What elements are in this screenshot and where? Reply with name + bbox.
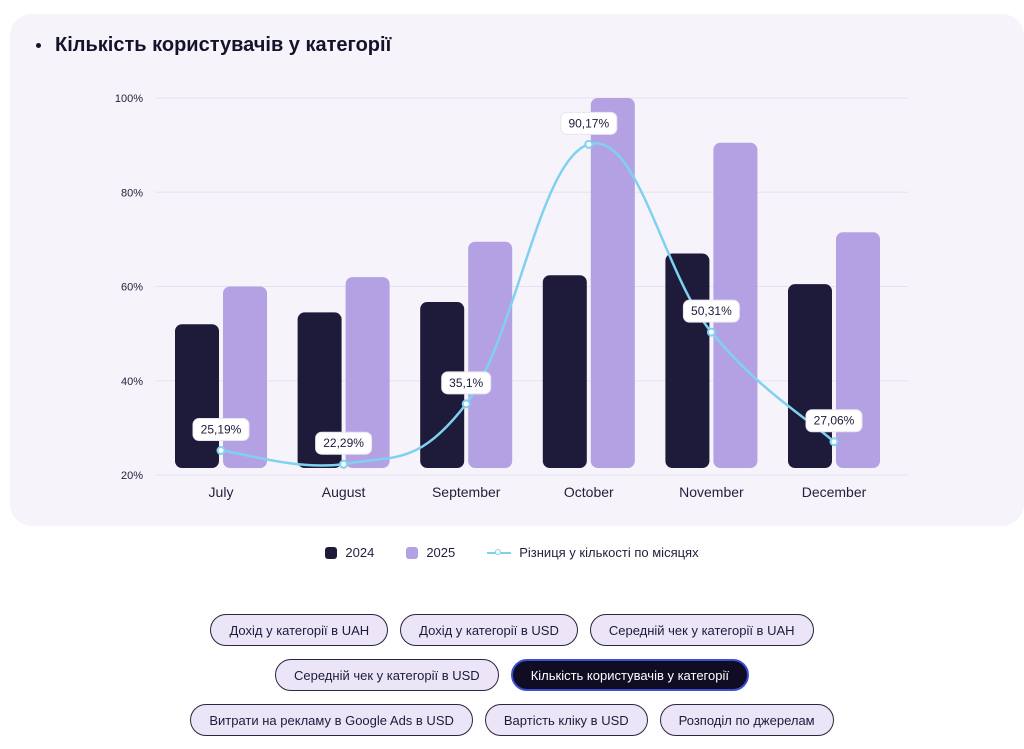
line-point: [584, 139, 594, 149]
legend-line-icon: [487, 547, 512, 559]
chart-title-text: Кількість користувачів у категорії: [55, 34, 392, 56]
legend-swatch-2024: [325, 546, 338, 559]
data-label: 90,17%: [568, 116, 609, 130]
tab-row-3: Витрати на рекламу в Google Ads в USD Ва…: [0, 704, 1024, 736]
y-tick-label: 20%: [121, 470, 143, 482]
chart-legend: 2024 2025 Різниця у кількості по місяцях: [0, 545, 1024, 560]
legend-item-2025[interactable]: 2025: [406, 545, 455, 560]
data-label: 22,29%: [323, 436, 364, 450]
data-label-box: [805, 409, 863, 433]
legend-label-2025: 2025: [426, 545, 456, 560]
x-tick-label: August: [322, 484, 366, 500]
y-tick-label: 60%: [121, 282, 143, 294]
tab-revenue-usd[interactable]: Дохід у категорії в USD: [400, 614, 578, 646]
legend-label-difference: Різниця у кількості по місяцях: [519, 545, 699, 560]
x-tick-label: December: [802, 484, 867, 500]
bar-2025-october: [590, 98, 635, 468]
data-label: 27,06%: [814, 414, 855, 428]
line-point: [216, 446, 226, 456]
x-tick-label: November: [679, 484, 744, 500]
data-label: 35,1%: [449, 376, 483, 390]
line-point: [339, 459, 349, 469]
legend-swatch-2025: [406, 546, 419, 559]
bullet-icon: [36, 43, 41, 48]
metric-tabs: Дохід у категорії в UAH Дохід у категорі…: [0, 614, 1024, 749]
data-label-box: [682, 299, 740, 323]
y-tick-label: 40%: [121, 376, 143, 388]
bar-2024-october: [542, 275, 587, 468]
bar-2024-november: [665, 253, 710, 468]
tab-source-distribution[interactable]: Розподіл по джерелам: [659, 704, 834, 736]
legend-item-2024[interactable]: 2024: [325, 545, 374, 560]
tab-cost-per-click[interactable]: Вартість кліку в USD: [484, 704, 648, 736]
bar-2025-september: [468, 241, 513, 468]
data-label-box: [192, 418, 250, 442]
chart-svg: 20% 40% 60% 80% 100% July August September Octob…: [115, 93, 908, 500]
tab-avg-check-usd[interactable]: Середній чек у категорії в USD: [275, 659, 499, 691]
bar-2024-august: [297, 312, 342, 468]
line-point: [706, 327, 716, 337]
tab-users-count[interactable]: Кількість користувачів у категорії: [510, 659, 749, 691]
data-label: 25,19%: [201, 423, 242, 437]
tab-revenue-uah[interactable]: Дохід у категорії в UAH: [210, 614, 389, 646]
y-tick-label: 100%: [115, 93, 143, 105]
tab-avg-check-uah[interactable]: Середній чек у категорії в UAH: [589, 614, 814, 646]
x-tick-label: October: [564, 484, 614, 500]
bar-2025-august: [345, 277, 390, 468]
bar-2025-december: [836, 232, 880, 468]
y-tick-label: 80%: [121, 187, 143, 199]
data-label-box: [441, 371, 492, 395]
chart-title: Кількість користувачів у категорії: [36, 34, 391, 57]
bar-2024-december: [788, 284, 832, 468]
x-tick-label: September: [432, 484, 501, 500]
line-point: [461, 399, 471, 409]
legend-item-difference[interactable]: Різниця у кількості по місяцях: [487, 545, 699, 560]
legend-label-2024: 2024: [345, 545, 375, 560]
line-point: [829, 437, 839, 447]
data-label-box: [315, 431, 373, 455]
x-tick-label: July: [209, 484, 234, 500]
tab-row-2: Середній чек у категорії в USD Кількість…: [0, 659, 1024, 691]
data-label: 50,31%: [691, 304, 732, 318]
data-label-box: [560, 111, 618, 135]
tab-row-1: Дохід у категорії в UAH Дохід у категорі…: [0, 614, 1024, 646]
bar-2024-july: [175, 324, 219, 468]
tab-google-ads-spend[interactable]: Витрати на рекламу в Google Ads в USD: [190, 704, 473, 736]
